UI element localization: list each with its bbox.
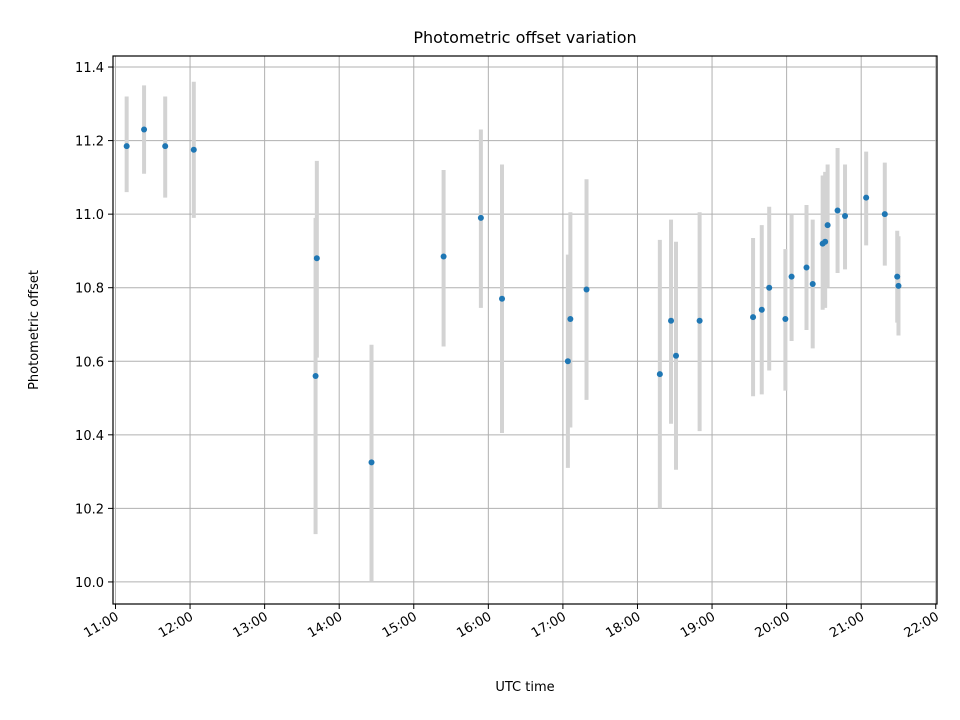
data-point [803,264,810,271]
data-point [477,214,484,221]
data-point [881,211,888,218]
data-point [834,207,841,214]
data-point [440,253,447,260]
plot-frame [112,55,938,605]
data-point [668,317,675,324]
y-tick-label: 10.8 [75,282,104,297]
data-point [312,372,319,379]
data-points [123,126,902,466]
data-point [499,295,506,302]
data-point [313,255,320,262]
data-point [766,284,773,291]
data-point [809,281,816,288]
data-point [758,306,765,313]
data-point [822,238,829,245]
data-point [863,194,870,201]
data-point [162,143,169,150]
data-point [656,371,663,378]
y-tick-label: 11.0 [75,208,104,223]
data-point [190,146,197,153]
data-point [123,143,130,150]
y-axis-label: Photometric offset [27,270,42,390]
y-axis-ticks: 10.0 10.2 10.4 10.6 10.8 11.0 11.2 11.4 [75,61,113,591]
data-point [750,314,757,321]
data-point [567,315,574,322]
data-point [141,126,148,133]
data-point [895,282,902,289]
data-point [824,222,831,229]
x-axis-label: UTC time [495,680,554,695]
y-tick-label: 10.0 [75,576,104,591]
data-point [583,286,590,293]
y-tick-label: 11.2 [75,135,104,150]
y-tick-label: 10.2 [75,502,104,517]
data-point [696,317,703,324]
data-point [788,273,795,280]
data-point [368,459,375,466]
data-point [894,273,901,280]
y-tick-label: 10.6 [75,355,104,370]
y-tick-label: 11.4 [75,61,104,76]
data-point [842,212,849,219]
data-point [564,358,571,365]
y-tick-label: 10.4 [75,429,104,444]
chart-title: Photometric offset variation [413,28,636,47]
data-point [782,315,789,322]
data-point [673,352,680,359]
